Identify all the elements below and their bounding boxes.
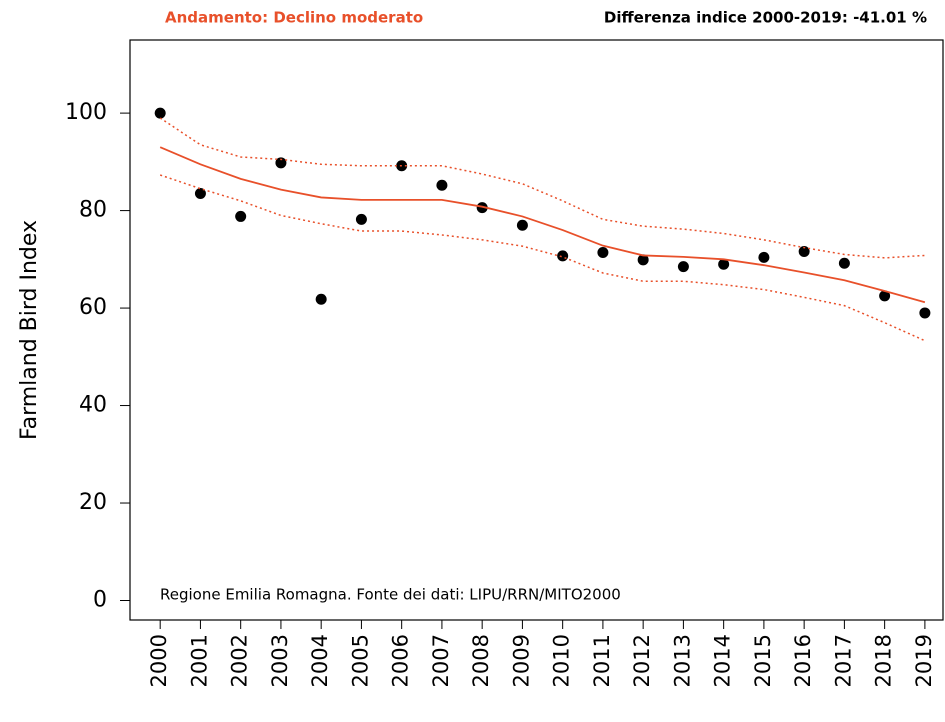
confidence-line: [159, 117, 925, 259]
x-tick-label: 2007: [429, 634, 453, 687]
x-tick-label: 2001: [187, 634, 211, 687]
data-point: [516, 219, 528, 231]
data-point: [194, 188, 206, 200]
data-point: [637, 254, 649, 266]
data-point: [315, 293, 327, 305]
x-tick-label: 2004: [308, 634, 332, 687]
data-point: [758, 251, 770, 263]
data-point: [919, 307, 931, 319]
x-tick-label: 2008: [469, 634, 493, 687]
trend-line: [159, 146, 926, 304]
data-point: [597, 247, 609, 259]
data-point: [838, 257, 850, 269]
data-point: [154, 107, 166, 119]
data-point: [476, 202, 488, 214]
x-tick-label: 2009: [509, 634, 533, 687]
y-tick-label: 20: [79, 490, 107, 515]
y-axis-label: Farmland Bird Index: [17, 220, 42, 440]
data-point: [275, 157, 287, 169]
chart-title: Andamento: Declino moderato: [165, 9, 423, 27]
data-point: [677, 261, 689, 273]
annotation: Regione Emilia Romagna. Fonte dei dati: …: [160, 586, 621, 604]
x-tick-label: 2014: [711, 634, 735, 687]
data-point: [718, 258, 730, 270]
data-point: [879, 290, 891, 302]
y-tick-label: 100: [65, 100, 107, 125]
data-point: [355, 213, 367, 225]
data-point: [235, 210, 247, 222]
x-tick-label: 2019: [912, 634, 936, 687]
x-tick-label: 2005: [348, 634, 372, 687]
data-point: [557, 250, 569, 262]
y-tick-label: 80: [79, 198, 107, 223]
x-tick-label: 2015: [751, 634, 775, 687]
x-tick-label: 2010: [550, 634, 574, 687]
y-tick-label: 40: [79, 393, 107, 418]
x-tick-label: 2013: [670, 634, 694, 687]
x-tick-label: 2017: [831, 634, 855, 687]
y-tick-label: 60: [79, 295, 107, 320]
confidence-line: [159, 174, 926, 342]
y-tick-label: 0: [93, 588, 107, 613]
x-tick-label: 2016: [791, 634, 815, 687]
x-tick-label: 2011: [590, 634, 614, 687]
plot-frame: [129, 39, 944, 621]
x-tick-label: 2012: [630, 634, 654, 687]
x-tick-label: 2003: [268, 634, 292, 687]
x-tick-label: 2018: [872, 634, 896, 687]
x-tick-label: 2002: [228, 634, 252, 687]
x-tick-label: 2006: [389, 634, 413, 687]
data-point: [798, 246, 810, 258]
data-point: [436, 179, 448, 191]
x-tick-label: 2000: [147, 634, 171, 687]
chart-subtitle: Differenza indice 2000-2019: -41.01 %: [604, 9, 927, 27]
